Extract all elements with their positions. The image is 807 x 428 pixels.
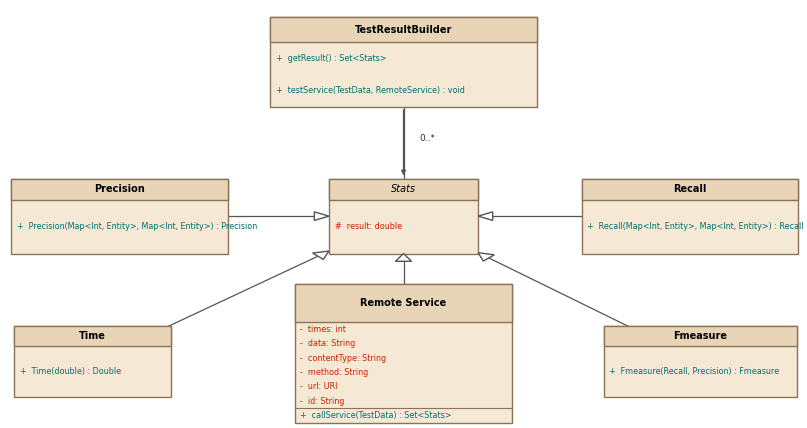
Text: Fmeasure: Fmeasure	[674, 331, 727, 341]
Text: -  method: String: - method: String	[300, 368, 369, 377]
Bar	[604, 327, 797, 397]
Text: +  Precision(Map<Int, Entity>, Map<Int, Entity>) : Precision: + Precision(Map<Int, Entity>, Map<Int, E…	[17, 222, 257, 231]
Bar	[11, 179, 228, 253]
Text: +  Recall(Map<Int, Entity>, Map<Int, Entity>) : Recall: + Recall(Map<Int, Entity>, Map<Int, Enti…	[587, 222, 804, 231]
Text: +  Time(double) : Double: + Time(double) : Double	[19, 367, 121, 376]
Text: +  getResult() : Set<Stats>: + getResult() : Set<Stats>	[276, 54, 387, 63]
Text: -  id: String: - id: String	[300, 397, 345, 406]
Text: +  testService(TestData, RemoteService) : void: + testService(TestData, RemoteService) :…	[276, 86, 465, 95]
Polygon shape	[314, 212, 329, 220]
Bar	[270, 17, 537, 42]
Bar	[15, 327, 172, 397]
Bar	[295, 283, 512, 423]
Text: Stats: Stats	[391, 184, 416, 194]
Polygon shape	[312, 251, 329, 259]
Polygon shape	[478, 253, 495, 261]
Text: 0..*: 0..*	[420, 134, 436, 143]
Bar	[270, 17, 537, 107]
Text: +  callService(TestData) : Set<Stats>: + callService(TestData) : Set<Stats>	[300, 411, 452, 420]
Bar	[329, 179, 478, 253]
Text: TestResultBuilder: TestResultBuilder	[355, 25, 452, 35]
Text: #  result: double: # result: double	[334, 222, 402, 231]
Bar	[582, 179, 798, 199]
Text: Precision: Precision	[94, 184, 144, 194]
Bar	[329, 179, 478, 199]
Bar	[11, 179, 228, 199]
Bar	[604, 326, 797, 346]
Text: Time: Time	[79, 331, 107, 341]
Text: Recall: Recall	[673, 184, 707, 194]
Text: Remote Service: Remote Service	[361, 298, 446, 308]
Bar	[582, 179, 798, 253]
Text: -  contentType: String: - contentType: String	[300, 354, 387, 363]
Bar	[15, 326, 172, 346]
Text: -  data: String: - data: String	[300, 339, 355, 348]
Text: -  url: URI: - url: URI	[300, 382, 337, 391]
Polygon shape	[478, 212, 492, 220]
Text: -  times: int: - times: int	[300, 325, 346, 334]
Polygon shape	[395, 253, 412, 261]
Bar	[295, 284, 512, 323]
Text: +  Fmeasure(Recall, Precision) : Fmeasure: + Fmeasure(Recall, Precision) : Fmeasure	[609, 367, 780, 376]
